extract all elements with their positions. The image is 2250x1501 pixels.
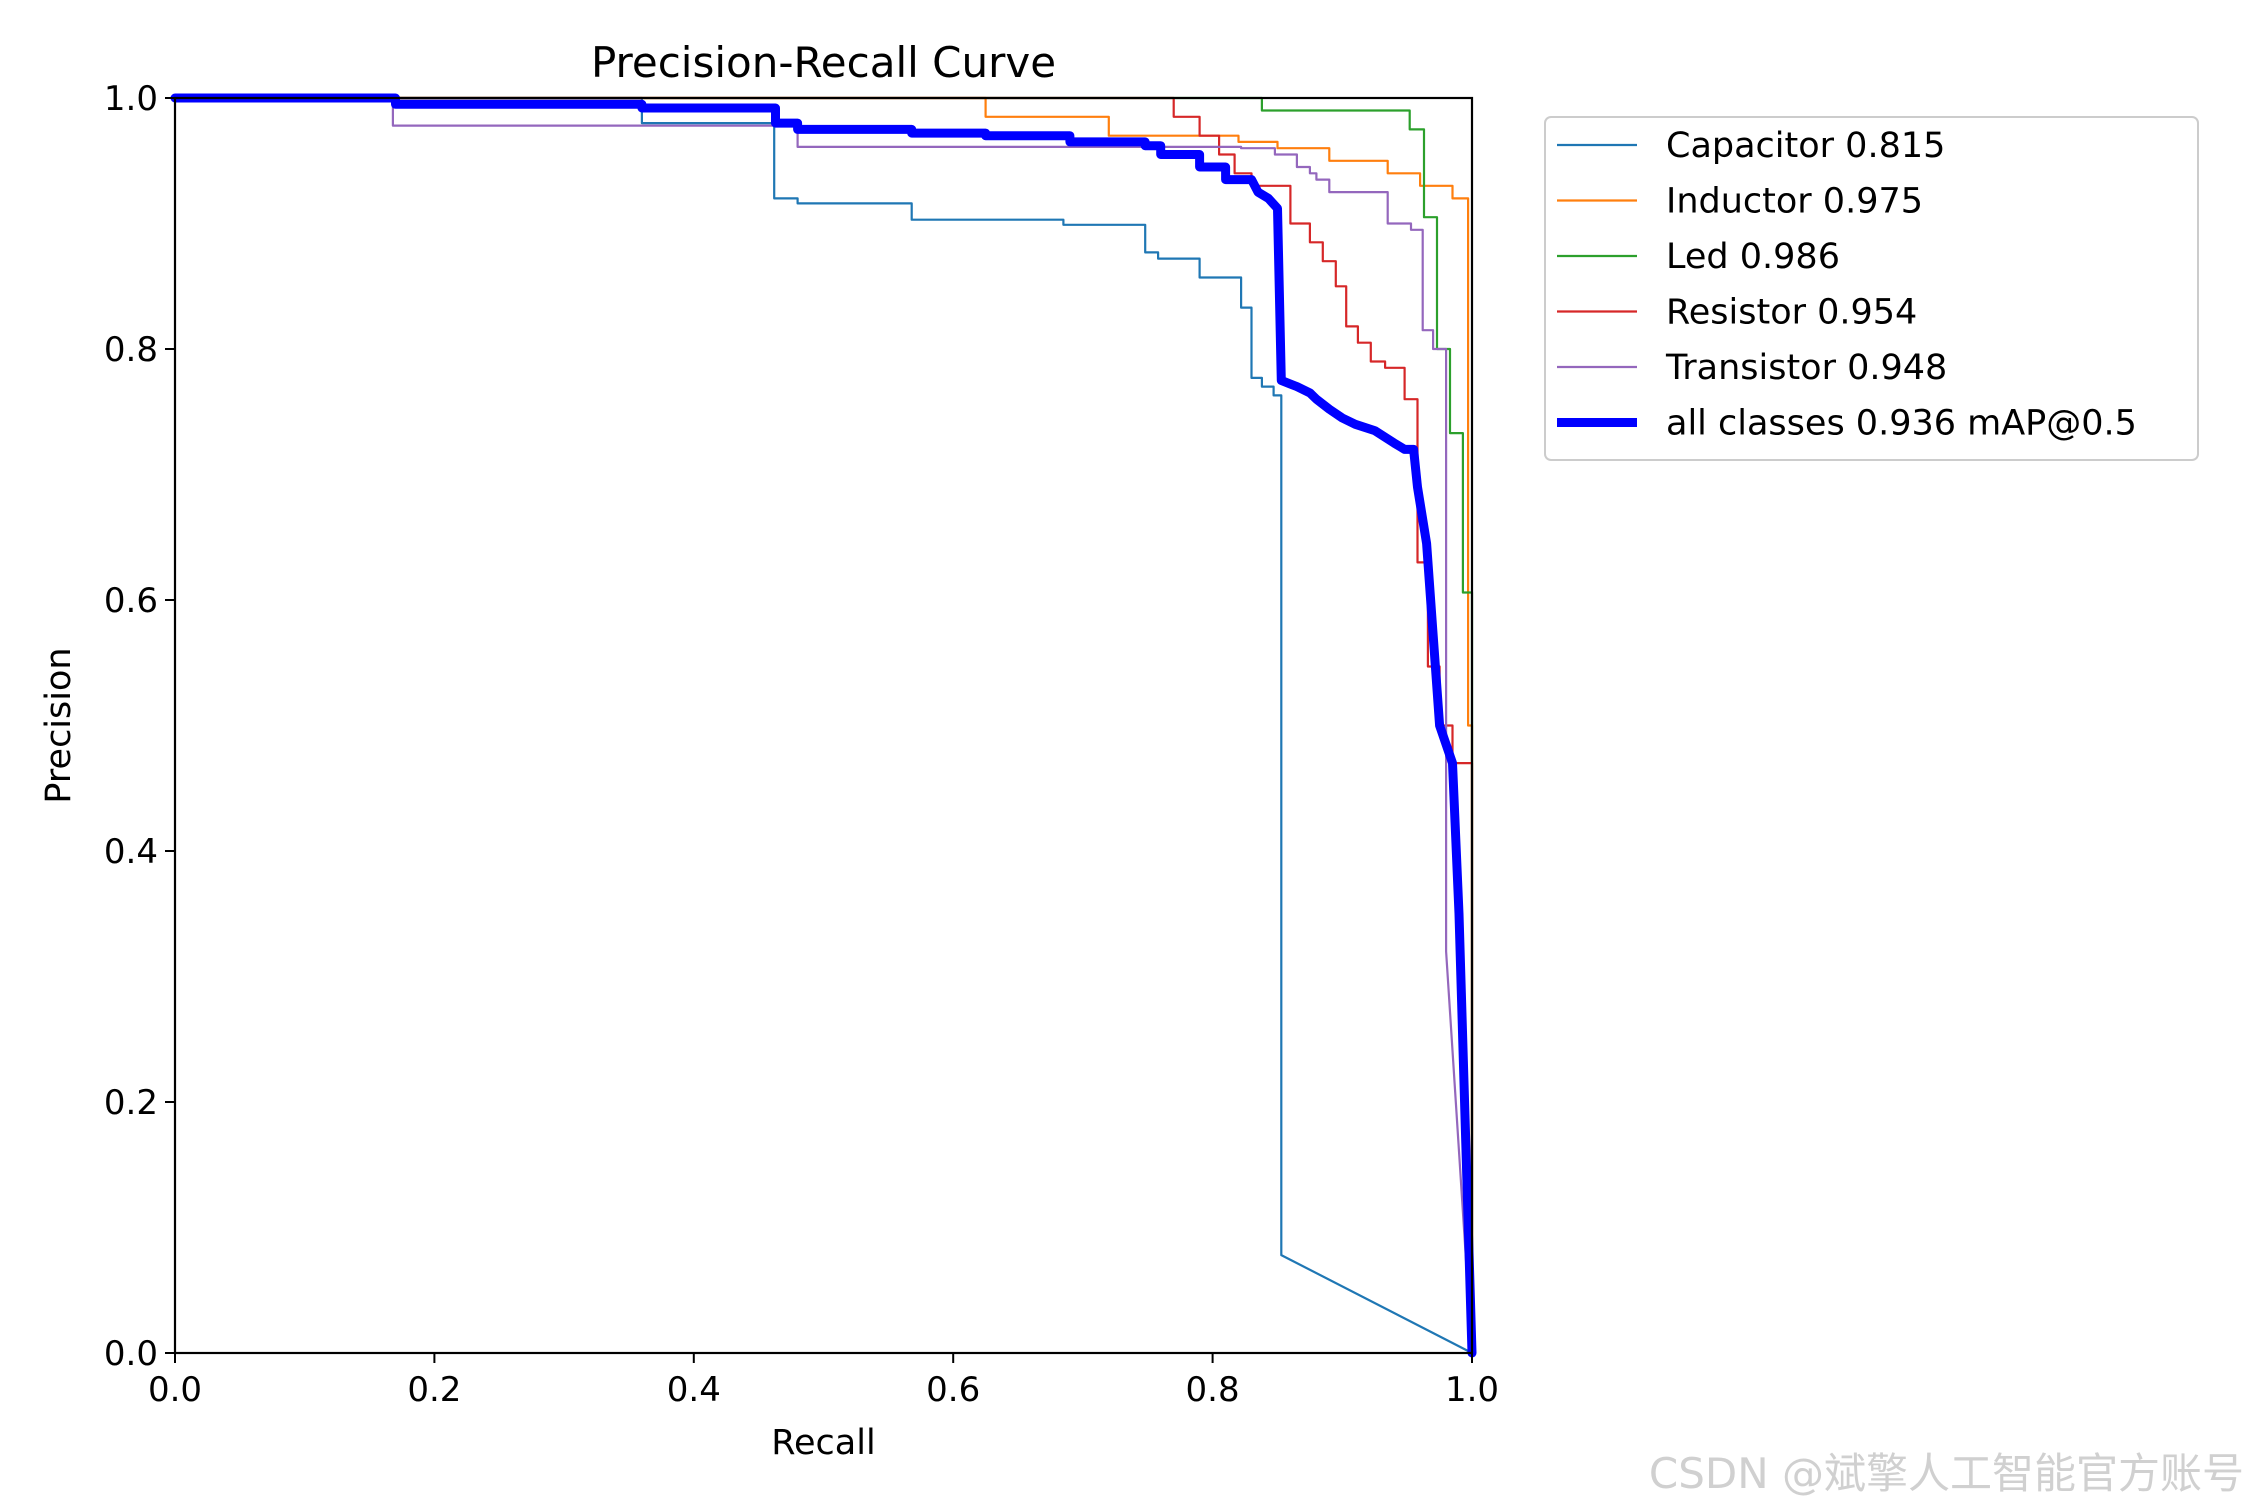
x-axis: 0.0 0.2 0.4 0.6 0.8 1.0 <box>148 1353 1499 1410</box>
series-line-1 <box>175 96 1474 1353</box>
legend-label-3: Resistor 0.954 <box>1666 293 1917 333</box>
x-tick-label: 0.0 <box>148 1370 202 1410</box>
series-line-4 <box>175 96 1474 1354</box>
y-tick-label: 0.8 <box>104 330 158 370</box>
y-axis: 0.0 0.2 0.4 0.6 0.8 1.0 <box>104 79 175 1374</box>
legend-label-1: Inductor 0.975 <box>1666 182 1923 222</box>
y-tick-label: 0.4 <box>104 832 158 872</box>
legend-box <box>1544 116 2199 461</box>
x-axis-label: Recall <box>771 1423 875 1463</box>
plot-frame <box>173 96 1474 1355</box>
x-tick-label: 0.4 <box>667 1370 721 1410</box>
series-line-5 <box>170 93 1477 1358</box>
legend: Capacitor 0.815 Inductor 0.975 Led 0.986 Re… <box>1544 116 2199 461</box>
y-tick-label: 0.0 <box>104 1334 158 1374</box>
legend-label-4: Transistor 0.948 <box>1665 348 1947 388</box>
y-tick-label: 1.0 <box>104 79 158 119</box>
series-group <box>170 93 1477 1358</box>
x-tick-label: 0.2 <box>407 1370 461 1410</box>
x-tick-label: 0.8 <box>1186 1370 1240 1410</box>
y-tick-label: 0.2 <box>104 1083 158 1123</box>
legend-items: Capacitor 0.815 Inductor 0.975 Led 0.986 Re… <box>1557 126 2137 444</box>
legend-label-5: all classes 0.936 mAP@0.5 <box>1666 404 2137 444</box>
x-tick-label: 1.0 <box>1445 1370 1499 1410</box>
series-line-2 <box>175 96 1474 1353</box>
chart-title: Precision-Recall Curve <box>591 38 1056 87</box>
watermark: CSDN @斌擎人工智能官方账号 <box>1648 1449 2244 1498</box>
y-tick-label: 0.6 <box>104 581 158 621</box>
series-line-0 <box>175 96 1473 1354</box>
legend-label-2: Led 0.986 <box>1666 237 1840 277</box>
legend-label-0: Capacitor 0.815 <box>1666 126 1945 166</box>
series-line-3 <box>175 96 1474 1353</box>
y-axis-label: Precision <box>39 647 79 803</box>
x-tick-label: 0.6 <box>926 1370 980 1410</box>
